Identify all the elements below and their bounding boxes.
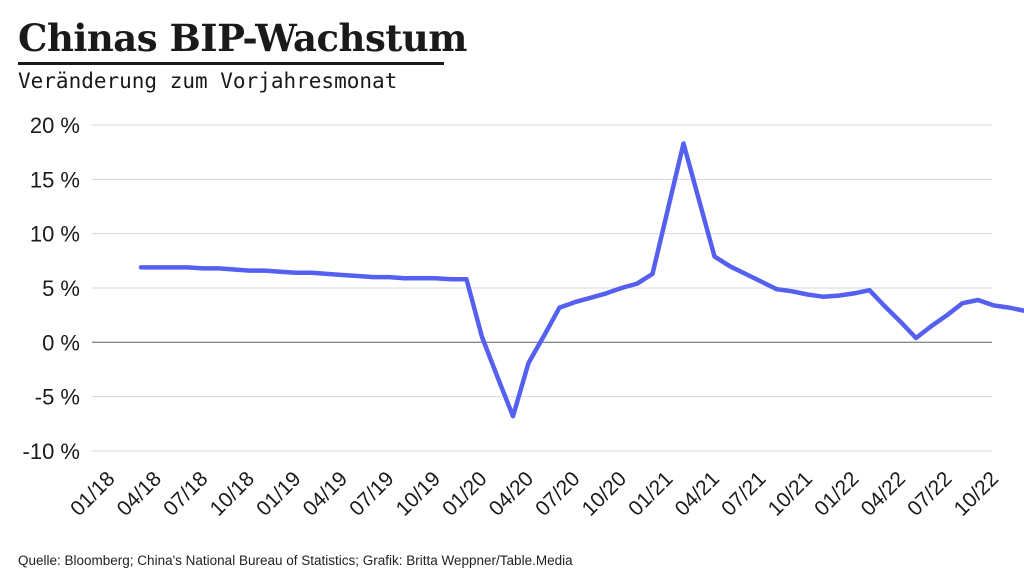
x-tick-label: 01/21 bbox=[624, 467, 677, 520]
x-tick-label: 07/21 bbox=[717, 467, 770, 520]
x-axis-ticks: 01/1804/1807/1810/1801/1904/1907/1910/19… bbox=[66, 467, 1003, 520]
x-tick-label: 04/18 bbox=[113, 467, 166, 520]
x-tick-label: 04/21 bbox=[671, 467, 724, 520]
y-axis-ticks: 20 % 15 % 10 % 5 % 0 % -5 % -10 % bbox=[23, 113, 80, 464]
gridlines bbox=[92, 124, 992, 452]
y-tick-label: -10 % bbox=[23, 439, 80, 464]
x-tick-label: 04/19 bbox=[299, 467, 352, 520]
x-tick-label: 10/21 bbox=[764, 467, 817, 520]
x-tick-label: 07/19 bbox=[345, 467, 398, 520]
title-underline bbox=[18, 62, 444, 65]
y-tick-label: 10 % bbox=[30, 222, 80, 247]
y-tick-label: 15 % bbox=[30, 167, 80, 192]
x-tick-label: 01/19 bbox=[252, 467, 305, 520]
x-tick-label: 10/22 bbox=[950, 467, 1003, 520]
x-tick-label: 10/20 bbox=[578, 467, 631, 520]
x-tick-label: 01/18 bbox=[66, 467, 119, 520]
series-layer bbox=[138, 141, 1024, 419]
x-tick-label: 01/22 bbox=[810, 467, 863, 520]
x-tick-label: 07/18 bbox=[159, 467, 212, 520]
series-line bbox=[138, 141, 1024, 419]
x-tick-label: 07/22 bbox=[903, 467, 956, 520]
x-tick-label: 10/19 bbox=[392, 467, 445, 520]
y-tick-label: 20 % bbox=[30, 113, 80, 138]
y-tick-label: 0 % bbox=[42, 330, 80, 355]
x-tick-label: 04/22 bbox=[857, 467, 910, 520]
chart-title: Chinas BIP-Wachstum bbox=[18, 16, 467, 60]
chart-subtitle: Veränderung zum Vorjahresmonat bbox=[18, 69, 398, 93]
source-note: Quelle: Bloomberg; China's National Bure… bbox=[18, 553, 573, 568]
x-tick-label: 10/18 bbox=[206, 467, 259, 520]
x-tick-label: 04/20 bbox=[485, 467, 538, 520]
y-tick-label: 5 % bbox=[42, 276, 80, 301]
x-tick-label: 01/20 bbox=[438, 467, 491, 520]
y-tick-label: -5 % bbox=[35, 385, 80, 410]
x-tick-label: 07/20 bbox=[531, 467, 584, 520]
